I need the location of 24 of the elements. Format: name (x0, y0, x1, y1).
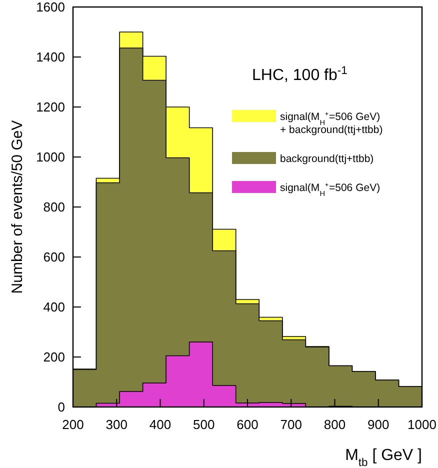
legend-label: background(ttj+ttbb) (280, 153, 374, 165)
annotation: LHC, 100 fb$^{-1}$ (252, 65, 348, 84)
y-tick-label: 1200 (36, 100, 65, 114)
y-tick-label: 1400 (36, 50, 65, 64)
y-tick-label: 600 (43, 250, 65, 264)
x-tick-label: 800 (324, 417, 346, 432)
x-tick-label: 600 (236, 417, 258, 432)
x-tick-label: 700 (280, 417, 302, 432)
y-tick-label: 1600 (36, 0, 65, 14)
x-tick-label: 400 (149, 417, 172, 432)
y-axis-title: Number of events/50 GeV (9, 120, 26, 294)
y-tick-label: 1000 (36, 150, 65, 164)
y-tick-label: 0 (58, 400, 65, 414)
x-tick-label: 200 (62, 417, 84, 432)
x-tick-label: 900 (368, 417, 390, 432)
y-tick-label: 200 (43, 350, 65, 364)
x-axis-title: M$_{tb}$ [ GeV ] (345, 447, 422, 468)
y-tick-label: 400 (43, 300, 65, 314)
legend-label: signal(M$_{H}$⁺=506 GeV) (280, 182, 380, 198)
x-tick-label: 1000 (408, 417, 436, 432)
legend-label: signal(M$_{H}$⁺=506 GeV) + background(ttj+ttbb) (280, 111, 383, 136)
x-tick-label: 300 (106, 417, 128, 432)
y-tick-label: 800 (43, 200, 65, 214)
x-tick-label: 500 (193, 417, 215, 432)
